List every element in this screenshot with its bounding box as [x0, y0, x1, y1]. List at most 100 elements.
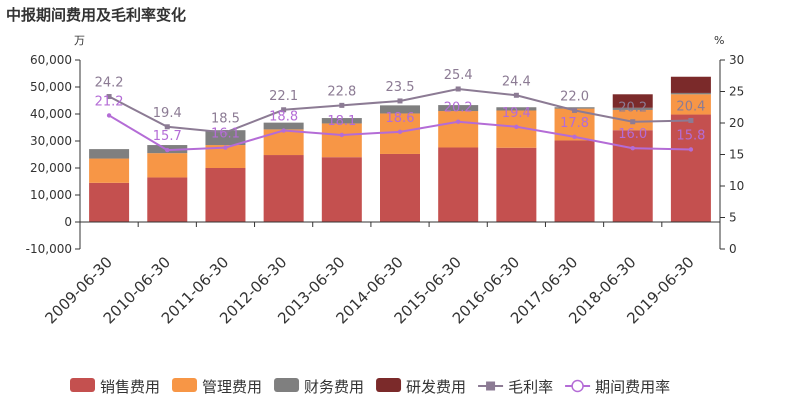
- data-label-layer: 24.2 19.4 18.5 22.1 22.8 23.5 25.4 24.4 22.0 20.2…: [95, 68, 706, 144]
- bar-3-4: [263, 122, 304, 130]
- point-1-4: [281, 107, 287, 113]
- data-label-2-8: 19.4: [502, 106, 531, 121]
- bar-4-11: [670, 76, 711, 93]
- data-label-2-11: 15.8: [676, 128, 705, 143]
- bar-3-3: [205, 130, 246, 146]
- bar-3-5: [321, 118, 362, 124]
- y-right-tick-label: 30: [729, 53, 744, 67]
- bar-3-7: [438, 105, 479, 112]
- bar-3-8: [496, 107, 537, 111]
- point-2-6: [397, 129, 403, 135]
- legend-label-6: 期间费用率: [595, 378, 670, 396]
- y-left-tick-label: 50,000: [30, 80, 72, 94]
- legend-swatch-4: [376, 378, 402, 392]
- bar-1-3: [205, 168, 246, 222]
- line-layer: [106, 86, 694, 153]
- point-1-5: [339, 102, 345, 108]
- point-2-5: [339, 132, 345, 138]
- legend-label-4: 研发费用: [406, 378, 466, 396]
- point-2-4: [281, 128, 286, 133]
- legend: 销售费用 管理费用 财务费用 研发费用 毛利率 期间费用率: [70, 378, 670, 396]
- y-left-tick-label: 40,000: [30, 107, 72, 121]
- point-2-3: [223, 145, 228, 150]
- data-label-2-1: 21.2: [95, 94, 124, 109]
- data-label-2-3: 16.1: [211, 127, 240, 142]
- point-2-11: [688, 147, 694, 152]
- point-2-9: [572, 134, 577, 140]
- bar-1-7: [438, 147, 479, 222]
- y-right-tick-label: 15: [729, 148, 744, 162]
- bar-3-10: [612, 107, 653, 110]
- point-2-2: [165, 147, 170, 153]
- data-label-1-7: 25.4: [444, 68, 473, 83]
- bar-1-6: [380, 153, 420, 222]
- bar-3-1: [89, 149, 130, 159]
- data-label-1-3: 18.5: [211, 111, 240, 126]
- bar-2-5: [321, 123, 362, 158]
- data-label-2-10: 16.0: [618, 127, 647, 142]
- point-2-7: [455, 119, 461, 124]
- bar-2-4: [263, 129, 304, 156]
- y-left-tick-label: 20,000: [30, 161, 72, 175]
- bar-1-1: [89, 182, 130, 222]
- legend-label-2: 管理费用: [202, 378, 262, 396]
- legend-label-3: 财务费用: [304, 378, 364, 396]
- data-label-1-1: 24.2: [95, 76, 124, 91]
- point-2-10: [630, 146, 635, 151]
- y-right-tick-label: 0: [729, 242, 737, 256]
- legend-label-5: 毛利率: [508, 378, 553, 396]
- point-1-3: [222, 129, 228, 135]
- point-1-11: [688, 117, 694, 123]
- y-left-tick-label: 10,000: [30, 188, 72, 202]
- y-right-tick-label: 20: [729, 116, 744, 130]
- point-1-6: [397, 98, 403, 104]
- bar-1-2: [147, 177, 188, 222]
- y-left-tick-label: 30,000: [30, 134, 72, 148]
- y-left-tick-label: -10,000: [26, 242, 72, 256]
- bar-2-2: [147, 153, 188, 178]
- point-1-8: [513, 92, 519, 98]
- legend-swatch-3: [274, 378, 300, 392]
- bar-4-10: [612, 94, 653, 108]
- y-right-tick-label: 5: [729, 211, 737, 225]
- data-label-1-2: 19.4: [153, 106, 182, 121]
- bar-1-9: [554, 140, 595, 222]
- bar-2-11: [670, 94, 711, 115]
- bar-3-11: [670, 92, 711, 95]
- chart-title: 中报期间费用及毛利率变化: [6, 6, 187, 24]
- bar-1-8: [496, 147, 537, 222]
- data-label-1-10: 20.2: [618, 101, 647, 116]
- point-2-8: [514, 124, 519, 129]
- bar-2-1: [89, 158, 130, 183]
- bar-2-3: [205, 145, 246, 168]
- data-label-1-11: 20.4: [676, 99, 705, 114]
- y-left-tick-label: 0: [64, 215, 72, 229]
- data-label-1-5: 22.8: [327, 84, 356, 99]
- bar-3-6: [380, 105, 420, 114]
- data-label-1-4: 22.1: [269, 89, 298, 104]
- bar-2-7: [438, 111, 479, 148]
- point-1-10: [630, 119, 636, 125]
- data-label-2-5: 18.1: [327, 114, 356, 129]
- data-label-2-4: 18.8: [269, 110, 298, 125]
- y-left-unit: 万: [74, 34, 85, 47]
- data-label-2-7: 20.2: [444, 101, 473, 116]
- y-right-tick-label: 10: [729, 179, 744, 193]
- legend-marker-6: [571, 379, 584, 393]
- bar-1-10: [612, 130, 653, 222]
- point-1-1: [106, 94, 112, 100]
- bar-1-4: [263, 155, 304, 222]
- legend-swatch-2: [172, 378, 198, 392]
- data-label-2-2: 15.7: [153, 129, 182, 144]
- y-left-tick-label: 60,000: [30, 53, 72, 67]
- point-2-1: [106, 113, 112, 118]
- point-1-2: [164, 124, 170, 130]
- point-1-7: [455, 86, 461, 92]
- data-label-2-6: 18.6: [386, 111, 415, 126]
- data-label-2-9: 17.8: [560, 116, 589, 131]
- y-right-unit: %: [714, 34, 724, 47]
- bar-1-11: [670, 114, 711, 222]
- data-label-1-8: 24.4: [502, 74, 531, 89]
- point-1-9: [572, 107, 578, 113]
